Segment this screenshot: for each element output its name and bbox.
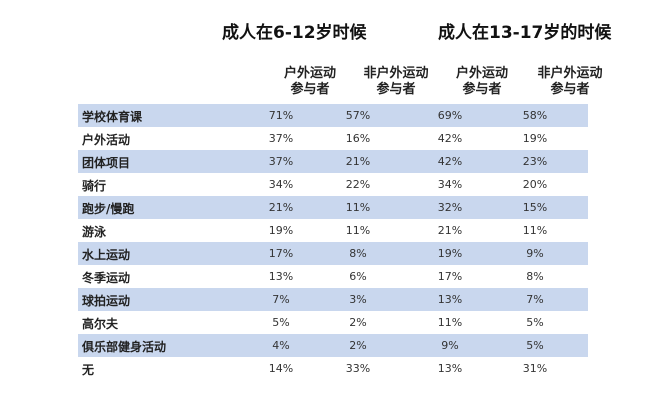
table-cell: 20% <box>522 178 548 191</box>
table-cell: 6% <box>349 270 367 283</box>
column-header-4-line1: 非户外运动 <box>537 66 603 81</box>
row-label: 球拍运动 <box>82 294 131 308</box>
table-cell: 7% <box>272 293 290 306</box>
table-cell: 37% <box>268 132 294 145</box>
table-cell: 9% <box>526 247 544 260</box>
table-cell: 33% <box>345 362 371 375</box>
table-row: 俱乐部健身活动 4% 2% 9% 5% <box>78 334 588 357</box>
table-cell: 57% <box>345 109 371 122</box>
column-header-3: 户外运动 参与者 <box>434 66 530 98</box>
table-row: 骑行 34% 22% 34% 20% <box>78 173 588 196</box>
table-cell: 13% <box>437 293 463 306</box>
table-cell: 5% <box>526 316 544 329</box>
column-header-1-line2: 参与者 <box>290 82 330 97</box>
table-cell: 37% <box>268 155 294 168</box>
table-cell: 13% <box>437 362 463 375</box>
column-header-2: 非户外运动 参与者 <box>348 66 444 98</box>
group-title-6-12: 成人在6-12岁时候 <box>222 23 367 43</box>
table-cell: 11% <box>522 224 548 237</box>
table-cell: 34% <box>268 178 294 191</box>
table-cell: 22% <box>345 178 371 191</box>
table-cell: 71% <box>268 109 294 122</box>
table-cell: 42% <box>437 132 463 145</box>
table-cell: 42% <box>437 155 463 168</box>
table-cell: 8% <box>349 247 367 260</box>
table-row: 水上运动 17% 8% 19% 9% <box>78 242 588 265</box>
table-cell: 21% <box>345 155 371 168</box>
table-row: 游泳 19% 11% 21% 11% <box>78 219 588 242</box>
column-header-4: 非户外运动 参与者 <box>522 66 618 98</box>
row-label: 骑行 <box>82 179 107 193</box>
table-row: 团体项目 37% 21% 42% 23% <box>78 150 588 173</box>
row-label: 无 <box>82 363 95 377</box>
table-cell: 11% <box>345 224 371 237</box>
table-cell: 23% <box>522 155 548 168</box>
table-cell: 19% <box>522 132 548 145</box>
table-cell: 31% <box>522 362 548 375</box>
table-cell: 19% <box>437 247 463 260</box>
table-cell: 16% <box>345 132 371 145</box>
row-label: 学校体育课 <box>82 110 143 124</box>
table-row: 高尔夫 5% 2% 11% 5% <box>78 311 588 334</box>
column-header-3-line2: 参与者 <box>462 82 502 97</box>
row-label: 冬季运动 <box>82 271 131 285</box>
row-label: 游泳 <box>82 225 107 239</box>
table-row: 球拍运动 7% 3% 13% 7% <box>78 288 588 311</box>
table-cell: 21% <box>268 201 294 214</box>
column-header-2-line2: 参与者 <box>376 82 416 97</box>
table-cell: 5% <box>272 316 290 329</box>
table-cell: 14% <box>268 362 294 375</box>
table-cell: 19% <box>268 224 294 237</box>
table-cell: 11% <box>345 201 371 214</box>
table-cell: 4% <box>272 339 290 352</box>
table-cell: 13% <box>268 270 294 283</box>
table-cell: 2% <box>349 316 367 329</box>
table-cell: 8% <box>526 270 544 283</box>
row-label: 水上运动 <box>82 248 131 262</box>
table-cell: 15% <box>522 201 548 214</box>
table-cell: 58% <box>522 109 548 122</box>
row-label: 高尔夫 <box>82 317 119 331</box>
row-label: 户外活动 <box>82 133 131 147</box>
table-cell: 32% <box>437 201 463 214</box>
table-row: 跑步/慢跑 21% 11% 32% 15% <box>78 196 588 219</box>
column-header-1: 户外运动 参与者 <box>262 66 358 98</box>
group-title-13-17: 成人在13-17岁的时候 <box>438 23 612 43</box>
table-cell: 9% <box>441 339 459 352</box>
column-header-4-line2: 参与者 <box>550 82 590 97</box>
table-cell: 3% <box>349 293 367 306</box>
table-cell: 5% <box>526 339 544 352</box>
table-cell: 34% <box>437 178 463 191</box>
table-cell: 2% <box>349 339 367 352</box>
table-cell: 11% <box>437 316 463 329</box>
data-table: 学校体育课 71% 57% 69% 58% 户外活动 37% 16% 42% 19% 团体项目 37%… <box>78 104 588 380</box>
column-header-2-line1: 非户外运动 <box>363 66 429 81</box>
row-label: 团体项目 <box>82 156 131 170</box>
row-label: 跑步/慢跑 <box>82 202 135 216</box>
table-row: 无 14% 33% 13% 31% <box>78 357 588 380</box>
column-header-3-line1: 户外运动 <box>455 66 508 81</box>
table-row: 学校体育课 71% 57% 69% 58% <box>78 104 588 127</box>
table-row: 户外活动 37% 16% 42% 19% <box>78 127 588 150</box>
table-cell: 21% <box>437 224 463 237</box>
table-cell: 69% <box>437 109 463 122</box>
table-cell: 17% <box>437 270 463 283</box>
table-cell: 7% <box>526 293 544 306</box>
table-row: 冬季运动 13% 6% 17% 8% <box>78 265 588 288</box>
row-label: 俱乐部健身活动 <box>82 340 167 354</box>
column-header-1-line1: 户外运动 <box>283 66 336 81</box>
table-cell: 17% <box>268 247 294 260</box>
